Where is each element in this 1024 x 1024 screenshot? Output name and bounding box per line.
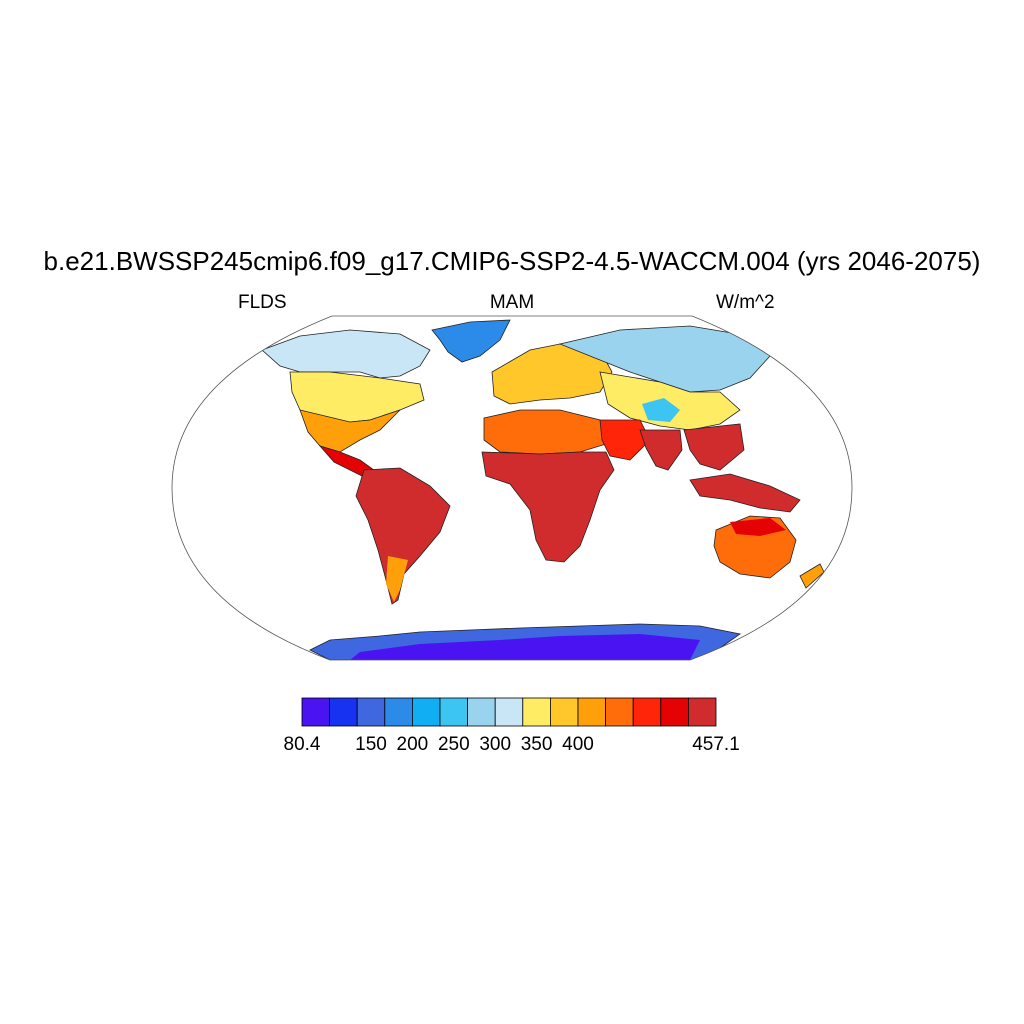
asia-mid <box>599 371 741 431</box>
europe <box>491 343 613 405</box>
map-field <box>261 319 825 660</box>
colorbar-tick-label: 457.1 <box>692 734 740 755</box>
colorbar-swatch <box>411 697 441 727</box>
map-title: b.e21.BWSSP245cmip6.f09_g17.CMIP6-SSP2-4… <box>43 246 981 276</box>
colorbar-swatch <box>356 697 386 727</box>
colorbar-swatch <box>577 697 607 727</box>
maritime-continent <box>689 473 801 513</box>
south-america <box>355 467 451 605</box>
new-zealand <box>799 563 825 589</box>
antarctica-interior <box>350 634 700 660</box>
middle-east <box>599 419 651 461</box>
colorbar-tick-label: 150 <box>355 734 387 755</box>
colorbar-tick-label: 200 <box>396 734 429 755</box>
colorbar-swatch <box>301 697 331 727</box>
colorbar-tick-label: 400 <box>562 734 594 755</box>
africa <box>481 451 615 563</box>
map-outline <box>171 315 853 661</box>
colorbar-swatch <box>550 697 579 727</box>
australia-north <box>730 518 786 536</box>
colorbar-swatch <box>660 697 689 727</box>
india <box>639 429 683 471</box>
season-label: MAM <box>489 292 535 313</box>
colorbar-swatch <box>688 697 717 727</box>
colorbar-swatch <box>522 697 551 727</box>
africa-north <box>483 409 607 455</box>
colorbar-tick-label: 80.4 <box>283 734 321 755</box>
north-america-south <box>299 409 401 453</box>
colorbar-swatch <box>632 697 662 727</box>
colorbar-swatch <box>605 697 634 727</box>
southeast-asia <box>683 423 745 471</box>
colorbar-swatch <box>439 697 469 727</box>
greenland <box>431 319 511 363</box>
variable-label: FLDS <box>238 292 287 313</box>
south-america-south <box>386 556 408 602</box>
colorbar-tick-label: 350 <box>520 734 553 755</box>
colorbar-tick-label: 300 <box>479 734 512 755</box>
north-america-north <box>261 329 431 379</box>
colorbar-swatch <box>384 697 413 727</box>
tibet <box>642 398 680 422</box>
colorbar <box>301 697 717 727</box>
units-label: W/m^2 <box>716 292 775 313</box>
colorbar-tick-label: 250 <box>437 734 470 755</box>
colorbar-swatch <box>329 697 358 727</box>
colorbar-swatch <box>467 697 496 727</box>
colorbar-swatch <box>494 697 524 727</box>
asia-north <box>558 325 771 393</box>
